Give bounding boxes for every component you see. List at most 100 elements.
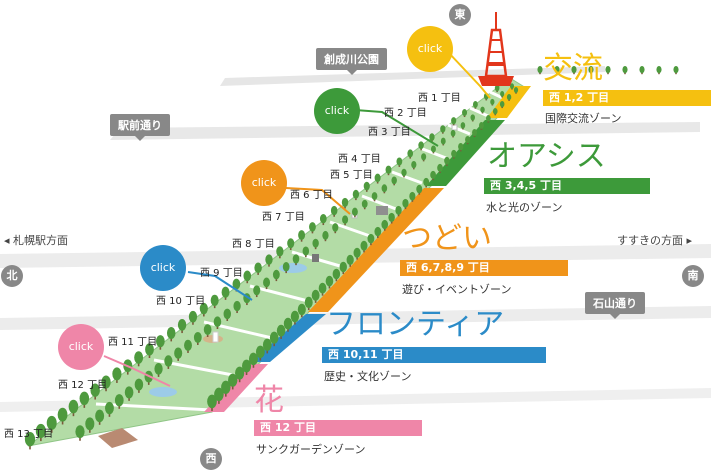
- tree-icon: [297, 303, 306, 318]
- tree-icon: [248, 352, 258, 368]
- tree-icon: [35, 423, 46, 442]
- tree-icon: [319, 214, 327, 226]
- zone-subtitle-hana: サンクガーデンゾーン: [256, 443, 366, 456]
- susukino-direction: すすきの方面 ▸: [617, 232, 692, 248]
- block-label-west1: 西 1 丁目: [418, 93, 461, 104]
- zone-subtitle-kouryu: 国際交流ゾーン: [545, 112, 622, 125]
- click-button-tsudoi[interactable]: click: [241, 160, 287, 206]
- tree-icon: [622, 66, 628, 75]
- park-trees: [24, 66, 679, 450]
- block-label-west2: 西 2 丁目: [384, 108, 427, 119]
- tree-icon: [374, 173, 381, 184]
- tree-icon: [164, 355, 173, 369]
- click-button-hana[interactable]: click: [58, 324, 104, 370]
- tree-icon: [423, 177, 430, 188]
- tree-icon: [450, 129, 456, 138]
- susukino-direction-label: すすきの方面: [617, 234, 683, 247]
- tree-icon: [298, 230, 306, 242]
- tree-icon: [342, 215, 349, 226]
- ishiyama-street-tag: 石山通り: [585, 292, 645, 319]
- zone-title-frontier: フロンティア: [326, 307, 505, 342]
- tree-icon: [68, 399, 79, 417]
- tree-icon: [460, 122, 466, 130]
- zone-title-oasis: オアシス: [487, 139, 606, 174]
- tree-icon: [462, 109, 468, 118]
- zone-band-oasis: [426, 120, 505, 186]
- tree-icon: [193, 331, 202, 345]
- tree-icon: [221, 380, 231, 397]
- tree-icon: [253, 285, 261, 298]
- tree-icon: [57, 407, 68, 425]
- tree-icon: [228, 373, 238, 390]
- tree-icon: [361, 199, 368, 210]
- tree-icon: [309, 222, 316, 234]
- tree-icon: [95, 409, 105, 425]
- building-west5: [376, 206, 388, 215]
- rose-garden-west13: [98, 428, 138, 448]
- tree-icon: [184, 339, 192, 353]
- tree-icon: [272, 269, 280, 282]
- tree-icon: [255, 345, 265, 361]
- tree-icon: [353, 247, 361, 260]
- tree-icon: [430, 145, 436, 154]
- tree-icon: [554, 66, 560, 75]
- tree-icon: [207, 394, 217, 412]
- tree-icon: [213, 316, 222, 330]
- street-band-ekimae: [110, 122, 700, 140]
- tree-icon: [223, 308, 231, 322]
- tree-icon: [363, 181, 370, 192]
- tree-icon: [409, 191, 416, 202]
- zone-title-kouryu: 交流: [543, 51, 603, 86]
- tree-icon: [411, 160, 417, 170]
- block-label-west3: 西 3 丁目: [368, 127, 411, 138]
- tree-icon: [499, 100, 505, 109]
- left-arrow-icon: ◂: [4, 234, 14, 247]
- tree-icon: [339, 261, 347, 275]
- tree-icon: [673, 66, 679, 75]
- tree-icon: [465, 135, 471, 145]
- tree-icon: [235, 366, 245, 383]
- tree-icon: [458, 142, 464, 152]
- tree-icon: [440, 137, 446, 146]
- tree-icon: [656, 66, 662, 75]
- tree-icon: [188, 310, 198, 325]
- tree-icon: [243, 270, 252, 284]
- block-label-west4: 西 4 丁目: [338, 154, 381, 165]
- click-button-kouryu[interactable]: click: [407, 26, 453, 72]
- tree-icon: [402, 198, 409, 210]
- tree-icon: [276, 324, 286, 339]
- zone-subtitle-oasis: 水と光のゾーン: [486, 201, 563, 214]
- sapporo-station-direction: ◂ 札幌駅方面: [4, 232, 68, 248]
- tree-icon: [203, 324, 212, 337]
- tree-icon: [263, 277, 271, 290]
- compass-west: 西: [200, 448, 222, 470]
- tree-icon: [391, 176, 397, 186]
- tree-icon: [440, 125, 446, 134]
- tree-icon: [75, 425, 85, 441]
- tree-icon: [90, 383, 100, 400]
- tree-icon: [509, 83, 515, 90]
- zone-band-kouryu: [487, 86, 531, 118]
- tree-icon: [156, 335, 165, 350]
- tree-icon: [166, 327, 176, 342]
- tree-icon: [124, 386, 134, 401]
- tree-icon: [485, 114, 491, 123]
- tree-icon: [276, 246, 284, 259]
- tree-icon: [290, 310, 300, 325]
- sosei-river-park-tag: 創成川公園: [316, 48, 387, 75]
- tree-icon: [332, 223, 339, 234]
- ekimae-street-tag: 駅前通り: [110, 114, 170, 141]
- click-button-frontier[interactable]: click: [140, 245, 186, 291]
- street-band-sosei: [220, 66, 605, 86]
- tree-icon: [401, 168, 407, 178]
- tree-icon: [214, 387, 224, 404]
- block-label-west8: 西 8 丁目: [232, 239, 275, 250]
- click-button-oasis[interactable]: click: [314, 88, 360, 134]
- tree-icon: [472, 128, 478, 137]
- tree-icon: [199, 302, 208, 317]
- pond-west12: [149, 387, 177, 397]
- tree-icon: [233, 300, 241, 314]
- tree-icon: [262, 338, 272, 354]
- block-label-west13: 西 13 丁目: [4, 429, 54, 440]
